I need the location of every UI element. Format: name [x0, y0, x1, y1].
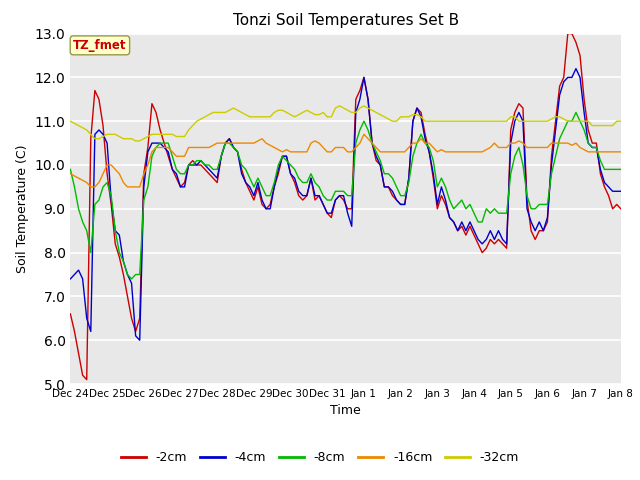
X-axis label: Time: Time [330, 405, 361, 418]
Title: Tonzi Soil Temperatures Set B: Tonzi Soil Temperatures Set B [232, 13, 459, 28]
Text: TZ_fmet: TZ_fmet [73, 39, 127, 52]
Legend: -2cm, -4cm, -8cm, -16cm, -32cm: -2cm, -4cm, -8cm, -16cm, -32cm [116, 446, 524, 469]
Y-axis label: Soil Temperature (C): Soil Temperature (C) [16, 144, 29, 273]
